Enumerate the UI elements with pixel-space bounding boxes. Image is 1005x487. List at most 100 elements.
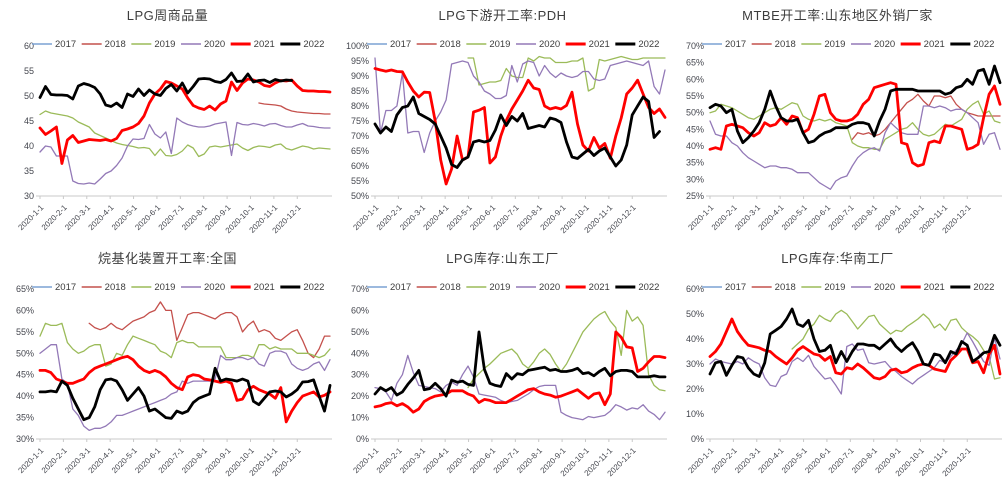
- y-tick-label: 35: [24, 166, 34, 176]
- y-tick-label: 85%: [351, 86, 369, 96]
- y-tick-label: 75%: [351, 116, 369, 126]
- legend-label-2022: 2022: [973, 282, 994, 293]
- y-tick-label: 30%: [686, 174, 704, 184]
- chart-title: LPG周商品量: [126, 8, 209, 23]
- chart-plot-lpg-inventory-shandong: 70%60%50%40%30%20%10%0%2020-1-12020-2-12…: [351, 282, 667, 478]
- legend-label-2018: 2018: [440, 282, 461, 293]
- series-line-2020: [709, 332, 1001, 395]
- y-tick-label: 60%: [351, 305, 369, 315]
- legend-label-2018: 2018: [105, 282, 126, 293]
- chart-title: LPG下游开工率:PDH: [438, 8, 567, 23]
- legend-label-2020: 2020: [874, 282, 895, 293]
- legend-label-2018: 2018: [105, 39, 126, 50]
- legend-label-2020: 2020: [539, 282, 560, 293]
- legend-label-2022: 2022: [638, 282, 659, 293]
- y-tick-label: 55%: [351, 176, 369, 186]
- legend-label-2019: 2019: [489, 282, 510, 293]
- chart-plot-mtbe-operating-rate: 70%65%60%55%50%45%40%35%30%25%2020-1-120…: [686, 39, 1002, 235]
- y-tick-label: 40: [24, 141, 34, 151]
- y-tick-label: 60: [24, 41, 34, 51]
- series-line-2019: [39, 322, 331, 367]
- chart-title: LPG库存:山东工厂: [446, 251, 559, 266]
- y-tick-label: 45%: [16, 370, 34, 380]
- y-tick-label: 65%: [351, 146, 369, 156]
- chart-alkylation-operating-rate: 烷基化装置开工率:全国 65% 60% 55% 50% 45% 40% 35% 30% 2020…: [0, 243, 335, 487]
- legend-label-2017: 2017: [390, 282, 411, 293]
- y-tick-label: 10%: [351, 413, 369, 423]
- series-line-2019: [709, 100, 1001, 150]
- chart-pdh-operating-rate: LPG下游开工率:PDH 100% 95% 90% 85% 80% 75% 70% 65% 60…: [335, 0, 670, 243]
- y-tick-label: 50%: [686, 108, 704, 118]
- y-tick-label: 70%: [686, 41, 704, 51]
- series-line-2021: [373, 330, 667, 414]
- legend-label-2021: 2021: [589, 282, 610, 293]
- legend-label-2022: 2022: [303, 39, 324, 50]
- legend-label-2017: 2017: [725, 282, 746, 293]
- legend-label-2020: 2020: [204, 282, 225, 293]
- series-line-2020: [374, 57, 666, 154]
- y-tick-label: 60%: [16, 305, 34, 315]
- y-tick-label: 0%: [691, 434, 704, 444]
- y-tick-label: 40%: [686, 334, 704, 344]
- series-line-2021: [38, 77, 332, 165]
- y-tick-label: 50: [24, 91, 34, 101]
- legend-label-2020: 2020: [539, 39, 560, 50]
- y-tick-label: 70%: [351, 131, 369, 141]
- legend-label-2022: 2022: [638, 39, 659, 50]
- chart-title: MTBE开工率:山东地区外销厂家: [742, 8, 933, 23]
- legend-label-2019: 2019: [489, 39, 510, 50]
- y-tick-label: 10%: [686, 409, 704, 419]
- y-tick-label: 50%: [686, 309, 704, 319]
- legend-label-2021: 2021: [254, 39, 275, 50]
- legend-label-2018: 2018: [775, 282, 796, 293]
- series-line-2022: [708, 64, 1002, 145]
- chart-plot-lpg-weekly-volume: 605550454035302020-1-12020-2-12020-3-120…: [16, 39, 332, 235]
- y-tick-label: 40%: [686, 141, 704, 151]
- y-tick-label: 20%: [351, 391, 369, 401]
- y-tick-label: 50%: [16, 348, 34, 358]
- legend-label-2018: 2018: [775, 39, 796, 50]
- series-line-2018: [851, 93, 1001, 140]
- y-tick-label: 40%: [16, 391, 34, 401]
- legend-label-2019: 2019: [824, 282, 845, 293]
- series-line-2022: [38, 366, 332, 422]
- legend-label-2017: 2017: [725, 39, 746, 50]
- y-tick-label: 35%: [16, 413, 34, 423]
- legend-label-2017: 2017: [55, 282, 76, 293]
- y-tick-label: 70%: [351, 284, 369, 294]
- legend-label-2019: 2019: [154, 282, 175, 293]
- y-tick-label: 90%: [351, 71, 369, 81]
- y-tick-label: 35%: [686, 158, 704, 168]
- y-tick-label: 50%: [351, 191, 369, 201]
- y-tick-label: 0%: [356, 434, 369, 444]
- y-tick-label: 30%: [686, 359, 704, 369]
- legend-label-2021: 2021: [254, 282, 275, 293]
- y-tick-label: 65%: [686, 58, 704, 68]
- chart-lpg-inventory-shandong: LPG库存:山东工厂 70% 60% 50% 40% 30% 20% 10% 0% 2020-1…: [335, 243, 670, 487]
- y-tick-label: 100%: [346, 41, 369, 51]
- series-line-2020: [39, 117, 331, 185]
- legend-label-2021: 2021: [924, 39, 945, 50]
- series-line-2018: [258, 102, 331, 115]
- series-line-2018: [88, 301, 331, 359]
- legend-label-2022: 2022: [973, 39, 994, 50]
- y-tick-label: 55%: [16, 327, 34, 337]
- series-line-2019: [39, 110, 331, 158]
- legend-label-2021: 2021: [589, 39, 610, 50]
- legend-label-2017: 2017: [55, 39, 76, 50]
- y-tick-label: 40%: [351, 348, 369, 358]
- y-tick-label: 30%: [351, 370, 369, 380]
- chart-plot-alkylation-operating-rate: 65%60%55%50%45%40%35%30%2020-1-12020-2-1…: [16, 282, 332, 478]
- series-line-2019: [791, 309, 1001, 380]
- chart-lpg-inventory-south-china: LPG库存:华南工厂 60% 50% 40% 30% 20% 10% 0% 2020-1-1 2…: [670, 243, 1005, 487]
- y-tick-label: 65%: [16, 284, 34, 294]
- chart-lpg-weekly-volume: LPG周商品量 60 55 50 45 40 35 30 2020-1-1 2020-2-1 20…: [0, 0, 335, 243]
- y-tick-label: 45%: [686, 124, 704, 134]
- legend-label-2020: 2020: [874, 39, 895, 50]
- y-tick-label: 60%: [686, 284, 704, 294]
- series-line-2021: [373, 67, 667, 186]
- legend-label-2022: 2022: [303, 282, 324, 293]
- legend-label-2019: 2019: [154, 39, 175, 50]
- legend-label-2021: 2021: [924, 282, 945, 293]
